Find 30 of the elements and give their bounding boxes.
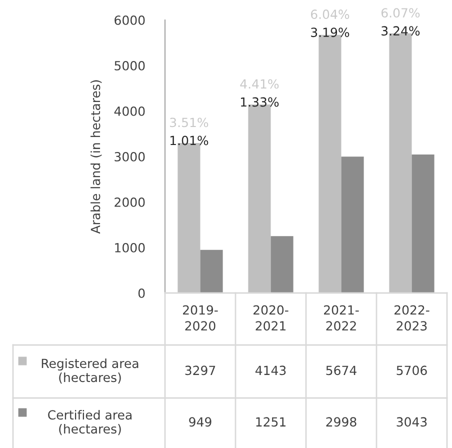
y-tick-label: 5000 — [114, 60, 145, 70]
annotation: 1.01% — [170, 136, 208, 146]
data-label: 1251 — [256, 417, 286, 427]
y-axis-title: Arable land (in hectares) — [90, 80, 102, 234]
annotation: 3.19% — [311, 28, 350, 38]
bar — [341, 156, 364, 293]
data-label: 5674 — [326, 366, 356, 376]
legend-label: Certified area (hectares) — [48, 410, 132, 436]
y-tick-label: 4000 — [114, 106, 145, 116]
data-label: 3297 — [185, 366, 216, 376]
bar — [270, 236, 294, 293]
y-tick-label: 3000 — [114, 152, 145, 162]
x-tick-label: 2019-2020 — [183, 305, 218, 331]
y-tick-label: 1000 — [115, 242, 145, 252]
annotation: 3.24% — [382, 26, 420, 36]
annotation: 1.33% — [240, 97, 279, 107]
y-tick-label: 6000 — [114, 15, 145, 25]
x-tick-label: 2020-2021 — [254, 305, 288, 331]
legend-label: Registered area (hectares) — [42, 358, 138, 384]
x-tick-label: 2021-2022 — [324, 305, 359, 331]
data-label: 5706 — [396, 366, 427, 376]
data-label: 3043 — [396, 417, 427, 427]
bar — [200, 250, 223, 293]
x-tick-label: 2022-2023 — [394, 305, 430, 331]
bar — [412, 154, 434, 293]
data-label: 2998 — [326, 417, 356, 427]
y-tick-label: 0 — [138, 288, 145, 298]
data-label: 949 — [189, 417, 212, 427]
y-tick-label: 2000 — [114, 197, 145, 207]
data-label: 4143 — [255, 366, 286, 376]
